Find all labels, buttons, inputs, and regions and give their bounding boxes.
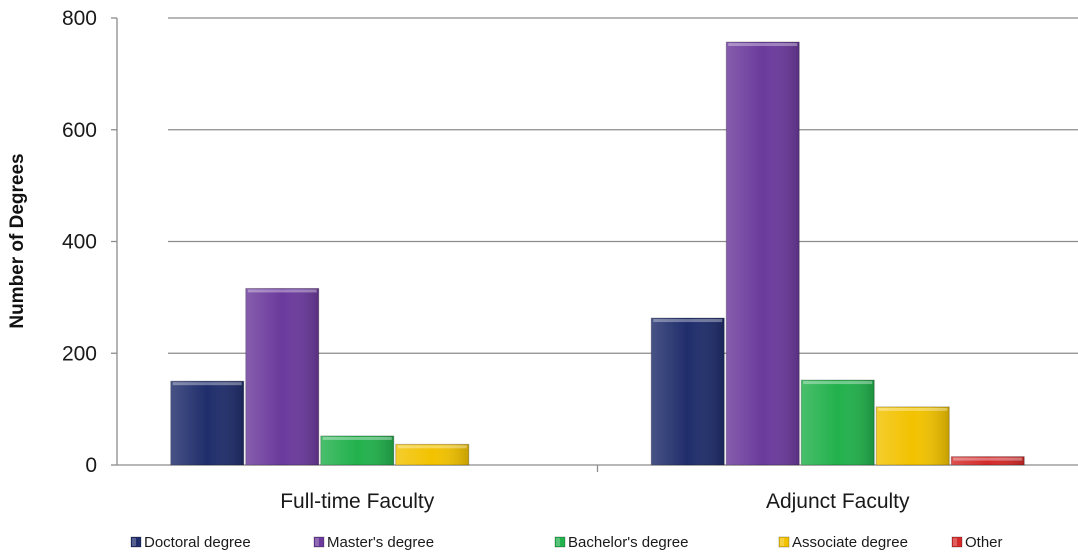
legend-label: Master's degree (327, 534, 434, 551)
bar (395, 443, 470, 466)
legend-swatch (313, 536, 325, 548)
legend-swatch (778, 536, 790, 548)
bar-shade (801, 380, 875, 465)
bar (245, 287, 320, 466)
legend-swatch-shade (953, 538, 957, 546)
x-category-label: Full-time Faculty (280, 490, 435, 513)
bar-shade (395, 444, 469, 465)
legend-item: Master's degree (313, 534, 434, 551)
bar (800, 379, 875, 466)
legend-label: Other (965, 534, 1003, 551)
legend-label: Bachelor's degree (568, 534, 688, 551)
bar-shade (651, 318, 725, 465)
bar-highlight (172, 382, 242, 386)
legend-item: Bachelor's degree (554, 534, 688, 551)
bar-highlight (397, 445, 467, 449)
legend-swatch (554, 536, 566, 548)
bar-shade (951, 456, 1025, 465)
y-tick-label: 0 (85, 454, 97, 477)
gridlines (168, 17, 1078, 354)
bar-highlight (953, 457, 1023, 461)
legend-item: Other (951, 534, 1003, 551)
legend: Doctoral degree Master's degree Bachelor's… (130, 534, 1003, 551)
y-tick-label: 400 (62, 231, 97, 254)
bar (170, 380, 245, 466)
legend-swatch-shade (132, 538, 136, 546)
legend-swatch (951, 536, 963, 548)
bar-shade (170, 381, 244, 465)
y-axis-label: Number of Degrees (7, 153, 28, 328)
x-category-label: Adjunct Faculty (766, 490, 910, 513)
axis-labels: 0 200 400 600 800 Full-time Faculty Adjunct Fa… (7, 7, 910, 513)
legend-label: Associate degree (792, 534, 908, 551)
bar (650, 317, 725, 466)
bar-shade (876, 406, 950, 465)
legend-item: Doctoral degree (130, 534, 251, 551)
bar (725, 41, 800, 466)
bars (170, 41, 1025, 466)
bar-highlight (653, 319, 723, 323)
bar-highlight (247, 289, 317, 293)
legend-label: Doctoral degree (144, 534, 251, 551)
legend-swatch (130, 536, 142, 548)
bar-highlight (322, 436, 392, 440)
legend-swatch-shade (315, 538, 319, 546)
bar (320, 435, 395, 466)
y-tick-label: 800 (62, 7, 97, 30)
bar-highlight (803, 381, 873, 385)
bar-highlight (878, 407, 948, 411)
bar-shade (320, 435, 394, 465)
legend-item: Associate degree (778, 534, 908, 551)
legend-swatch-shade (556, 538, 560, 546)
bar-shade (245, 288, 319, 465)
bar-shade (726, 42, 800, 466)
bar (875, 406, 950, 466)
legend-swatch-shade (780, 538, 784, 546)
bar (950, 456, 1025, 466)
y-tick-label: 200 (62, 342, 97, 365)
y-tick-label: 600 (62, 119, 97, 142)
bar-highlight (728, 43, 798, 47)
